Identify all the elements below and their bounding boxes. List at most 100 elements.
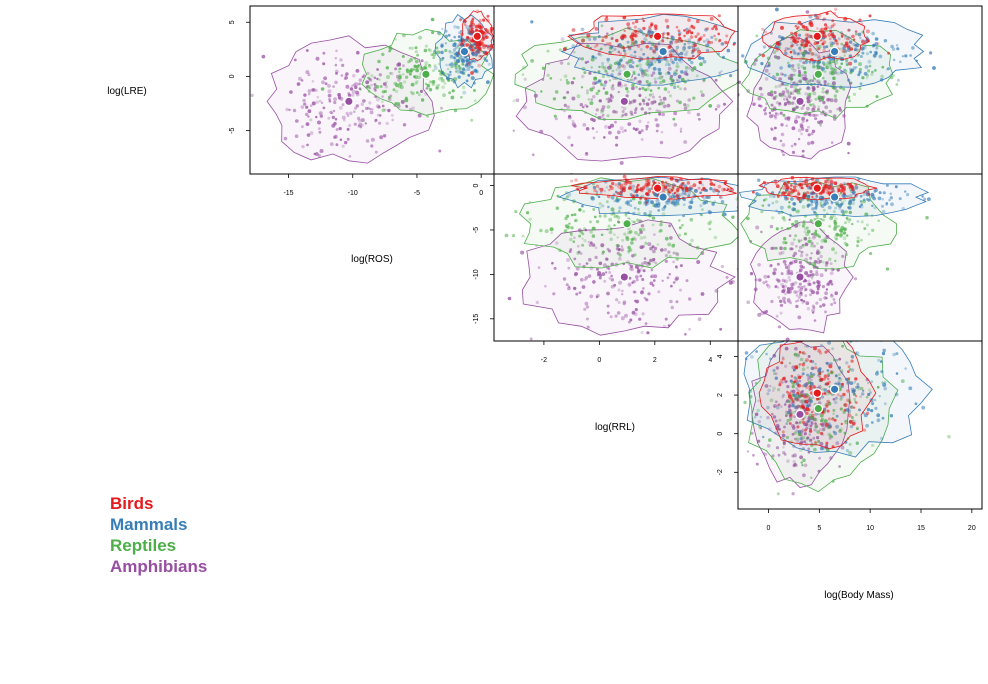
point-reptiles bbox=[665, 60, 670, 64]
point-amphibians bbox=[535, 300, 539, 305]
point-birds bbox=[826, 191, 830, 195]
point-amphibians bbox=[531, 153, 535, 157]
point-reptiles bbox=[820, 419, 824, 423]
point-amphibians bbox=[607, 267, 611, 271]
point-reptiles bbox=[793, 431, 797, 435]
point-mammals bbox=[471, 52, 475, 56]
point-reptiles bbox=[774, 246, 778, 250]
point-amphibians bbox=[762, 281, 766, 285]
centroid-mammals bbox=[829, 384, 840, 395]
point-amphibians bbox=[602, 113, 605, 117]
point-amphibians bbox=[327, 116, 331, 120]
point-reptiles bbox=[415, 65, 419, 69]
point-mammals bbox=[744, 351, 749, 355]
point-amphibians bbox=[685, 279, 689, 283]
point-mammals bbox=[820, 343, 823, 347]
point-birds bbox=[642, 187, 645, 191]
point-birds bbox=[694, 35, 698, 39]
point-amphibians bbox=[815, 301, 819, 305]
point-mammals bbox=[653, 203, 658, 208]
point-mammals bbox=[831, 187, 834, 190]
point-amphibians bbox=[801, 116, 805, 121]
point-amphibians bbox=[802, 61, 806, 65]
point-amphibians bbox=[817, 469, 821, 473]
point-reptiles bbox=[428, 88, 433, 92]
point-amphibians bbox=[696, 112, 701, 117]
point-amphibians bbox=[341, 115, 346, 120]
point-mammals bbox=[798, 33, 802, 37]
point-reptiles bbox=[833, 358, 836, 362]
point-mammals bbox=[755, 350, 758, 353]
point-mammals bbox=[601, 204, 605, 208]
point-mammals bbox=[836, 380, 841, 385]
point-amphibians bbox=[322, 51, 326, 55]
point-birds bbox=[774, 182, 778, 185]
point-amphibians bbox=[796, 425, 800, 429]
point-amphibians bbox=[780, 250, 785, 255]
point-amphibians bbox=[800, 390, 804, 395]
point-reptiles bbox=[473, 89, 476, 93]
point-amphibians bbox=[673, 122, 678, 127]
point-amphibians bbox=[811, 107, 816, 112]
point-mammals bbox=[871, 402, 874, 406]
point-reptiles bbox=[850, 416, 854, 419]
point-amphibians bbox=[786, 116, 791, 120]
point-amphibians bbox=[370, 83, 373, 87]
point-mammals bbox=[688, 205, 693, 210]
point-reptiles bbox=[626, 45, 630, 48]
point-amphibians bbox=[653, 246, 658, 251]
point-mammals bbox=[682, 46, 687, 51]
point-amphibians bbox=[594, 246, 598, 249]
point-mammals bbox=[711, 202, 715, 206]
point-mammals bbox=[827, 424, 832, 429]
point-mammals bbox=[878, 191, 882, 195]
point-reptiles bbox=[611, 50, 614, 53]
point-amphibians bbox=[638, 80, 642, 84]
point-reptiles bbox=[460, 96, 463, 99]
point-birds bbox=[670, 189, 674, 192]
point-reptiles bbox=[821, 87, 825, 90]
point-birds bbox=[689, 35, 694, 39]
legend: Birds Mammals Reptiles Amphibians bbox=[110, 493, 207, 577]
point-reptiles bbox=[392, 88, 396, 92]
point-amphibians bbox=[658, 95, 662, 99]
point-reptiles bbox=[450, 95, 455, 100]
point-reptiles bbox=[645, 38, 648, 42]
point-reptiles bbox=[397, 67, 401, 71]
centroid-mammals bbox=[459, 46, 470, 57]
point-birds bbox=[482, 37, 486, 40]
point-amphibians bbox=[587, 274, 592, 278]
point-reptiles bbox=[583, 71, 587, 75]
point-reptiles bbox=[784, 87, 788, 90]
point-mammals bbox=[888, 198, 891, 202]
point-birds bbox=[647, 181, 651, 185]
point-mammals bbox=[698, 56, 702, 60]
point-reptiles bbox=[806, 366, 809, 369]
point-birds bbox=[803, 395, 806, 399]
point-reptiles bbox=[651, 223, 655, 227]
point-amphibians bbox=[645, 124, 649, 129]
point-reptiles bbox=[830, 370, 835, 374]
point-birds bbox=[700, 188, 704, 192]
point-reptiles bbox=[832, 241, 836, 244]
point-reptiles bbox=[576, 94, 581, 99]
point-amphibians bbox=[674, 277, 679, 282]
point-amphibians bbox=[607, 97, 611, 101]
point-amphibians bbox=[339, 58, 343, 62]
point-reptiles bbox=[606, 60, 610, 64]
point-amphibians bbox=[319, 149, 324, 153]
point-amphibians bbox=[622, 301, 626, 306]
point-mammals bbox=[657, 202, 661, 206]
point-mammals bbox=[876, 370, 879, 374]
point-amphibians bbox=[318, 127, 321, 130]
point-reptiles bbox=[810, 275, 814, 278]
point-mammals bbox=[844, 49, 848, 53]
point-mammals bbox=[772, 194, 776, 199]
point-reptiles bbox=[809, 79, 813, 82]
point-amphibians bbox=[619, 161, 624, 165]
point-reptiles bbox=[381, 52, 385, 57]
point-reptiles bbox=[685, 66, 689, 70]
point-reptiles bbox=[817, 250, 822, 255]
point-amphibians bbox=[784, 47, 789, 51]
point-birds bbox=[851, 34, 855, 39]
